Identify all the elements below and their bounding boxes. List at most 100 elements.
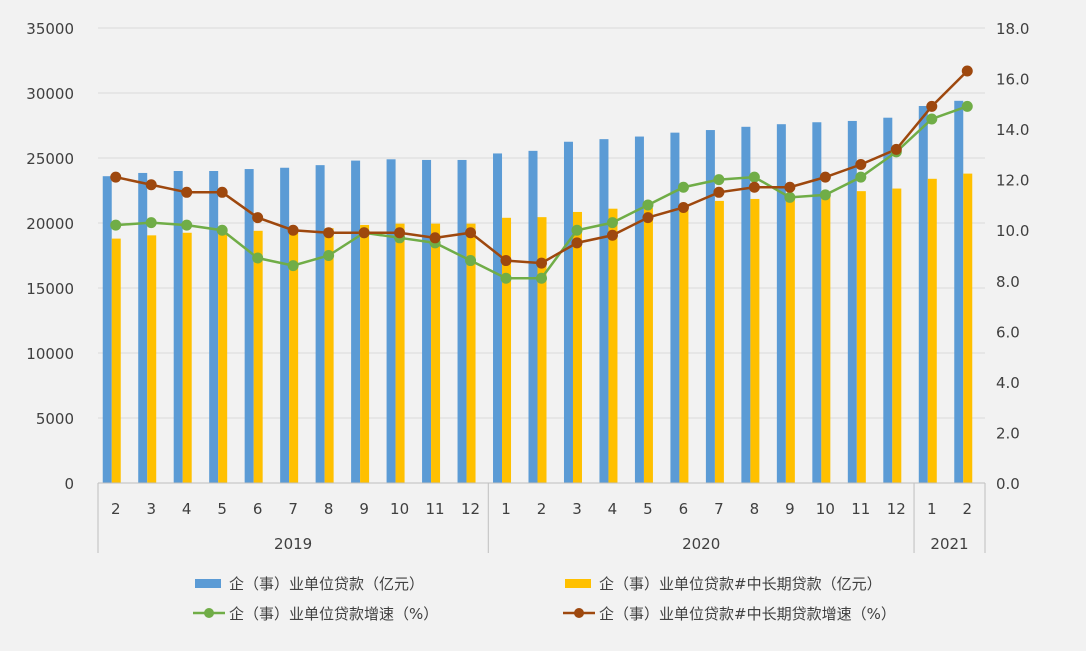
point-long-term-growth — [500, 255, 512, 267]
point-long-term-growth — [677, 201, 689, 213]
y-left-tick-label: 5000 — [36, 410, 74, 428]
bar-long-term-loans — [856, 191, 866, 483]
point-long-term-growth — [536, 257, 547, 269]
bar-long-term-loans — [608, 208, 618, 483]
bar-long-term-loans — [395, 223, 405, 483]
point-long-term-growth — [926, 100, 938, 112]
point-total-growth — [748, 171, 760, 183]
x-tick-label: 7 — [288, 500, 298, 518]
x-tick-label: 4 — [182, 500, 192, 518]
bar-long-term-loans — [927, 178, 937, 484]
point-total-growth — [465, 255, 477, 267]
point-total-growth — [323, 250, 335, 261]
bar-long-term-loans — [643, 208, 653, 484]
bar-long-term-loans — [785, 197, 795, 483]
x-tick-label: 11 — [851, 500, 870, 518]
bar-total-loans — [776, 124, 786, 483]
bar-long-term-loans — [182, 232, 192, 483]
bar-total-loans — [209, 171, 219, 483]
point-total-growth — [784, 191, 796, 203]
point-long-term-growth — [145, 179, 157, 191]
point-total-growth — [287, 260, 299, 272]
legend-label: 企（事）业单位贷款#中长期贷款（亿元） — [599, 575, 882, 593]
bar-long-term-loans — [892, 188, 902, 484]
y-right-tick-label: 16.0 — [996, 71, 1029, 89]
bar-total-loans — [599, 139, 609, 483]
x-tick-label: 8 — [324, 500, 334, 518]
point-long-term-growth — [323, 227, 335, 239]
point-long-term-growth — [642, 212, 654, 224]
point-long-term-growth — [429, 232, 441, 244]
point-total-growth — [961, 100, 973, 112]
y-right-tick-label: 10.0 — [996, 222, 1029, 240]
bar-total-loans — [138, 172, 148, 483]
y-right-tick-label: 8.0 — [996, 273, 1020, 291]
y-left-tick-label: 20000 — [26, 215, 74, 233]
y-left-tick-label: 25000 — [26, 150, 74, 168]
bar-long-term-loans — [253, 230, 263, 483]
bar-total-loans — [457, 159, 467, 483]
bar-total-loans — [351, 160, 361, 483]
point-total-growth — [252, 252, 264, 264]
bar-long-term-loans — [963, 173, 973, 483]
point-total-growth — [926, 113, 938, 125]
point-long-term-growth — [748, 181, 760, 193]
bar-long-term-loans — [572, 211, 582, 483]
point-total-growth — [181, 219, 193, 231]
y-left-tick-label: 35000 — [26, 20, 74, 38]
bar-long-term-loans — [821, 194, 831, 483]
x-tick-label: 5 — [217, 500, 227, 518]
x-tick-label: 1 — [501, 500, 511, 518]
x-tick-label: 9 — [785, 500, 795, 518]
bar-long-term-loans — [502, 217, 512, 484]
x-tick-label: 6 — [253, 500, 263, 518]
x-tick-label: 5 — [643, 500, 653, 518]
bar-long-term-loans — [289, 229, 299, 483]
point-total-growth — [571, 224, 583, 236]
bar-total-loans — [954, 100, 964, 484]
bar-long-term-loans — [218, 232, 228, 483]
x-tick-label: 12 — [887, 500, 906, 518]
y-left-tick-label: 0 — [64, 475, 74, 493]
bar-long-term-loans — [714, 200, 724, 483]
x-tick-label: 8 — [750, 500, 760, 518]
bar-long-term-loans — [750, 198, 760, 483]
x-tick-label: 9 — [359, 500, 369, 518]
point-total-growth — [536, 272, 547, 284]
point-total-growth — [500, 272, 512, 284]
point-long-term-growth — [252, 212, 264, 224]
legend-marker — [574, 608, 584, 618]
point-total-growth — [713, 174, 725, 186]
point-long-term-growth — [571, 237, 583, 249]
point-total-growth — [819, 189, 831, 201]
x-tick-label: 2 — [111, 500, 121, 518]
y-right-tick-label: 14.0 — [996, 121, 1029, 139]
y-right-tick-label: 2.0 — [996, 424, 1020, 442]
x-tick-label: 12 — [461, 500, 480, 518]
bar-total-loans — [812, 122, 822, 483]
point-long-term-growth — [855, 159, 867, 170]
x-tick-label: 7 — [714, 500, 724, 518]
x-tick-label: 3 — [572, 500, 582, 518]
point-total-growth — [110, 219, 122, 231]
bar-long-term-loans — [111, 238, 121, 483]
bar-total-loans — [705, 130, 715, 484]
x-tick-label: 3 — [146, 500, 156, 518]
point-total-growth — [145, 217, 157, 229]
bar-total-loans — [315, 165, 325, 483]
x-group-label: 2019 — [274, 535, 312, 553]
y-right-tick-label: 18.0 — [996, 20, 1029, 38]
point-long-term-growth — [606, 229, 618, 241]
x-tick-label: 10 — [390, 500, 409, 518]
bar-total-loans — [102, 176, 112, 483]
point-long-term-growth — [110, 171, 122, 183]
y-left-tick-label: 10000 — [26, 345, 74, 363]
x-tick-label: 6 — [679, 500, 689, 518]
bar-total-loans — [741, 126, 751, 484]
bar-total-loans — [670, 132, 680, 483]
point-long-term-growth — [358, 227, 370, 239]
legend-swatch — [195, 579, 221, 588]
point-long-term-growth — [713, 186, 725, 198]
